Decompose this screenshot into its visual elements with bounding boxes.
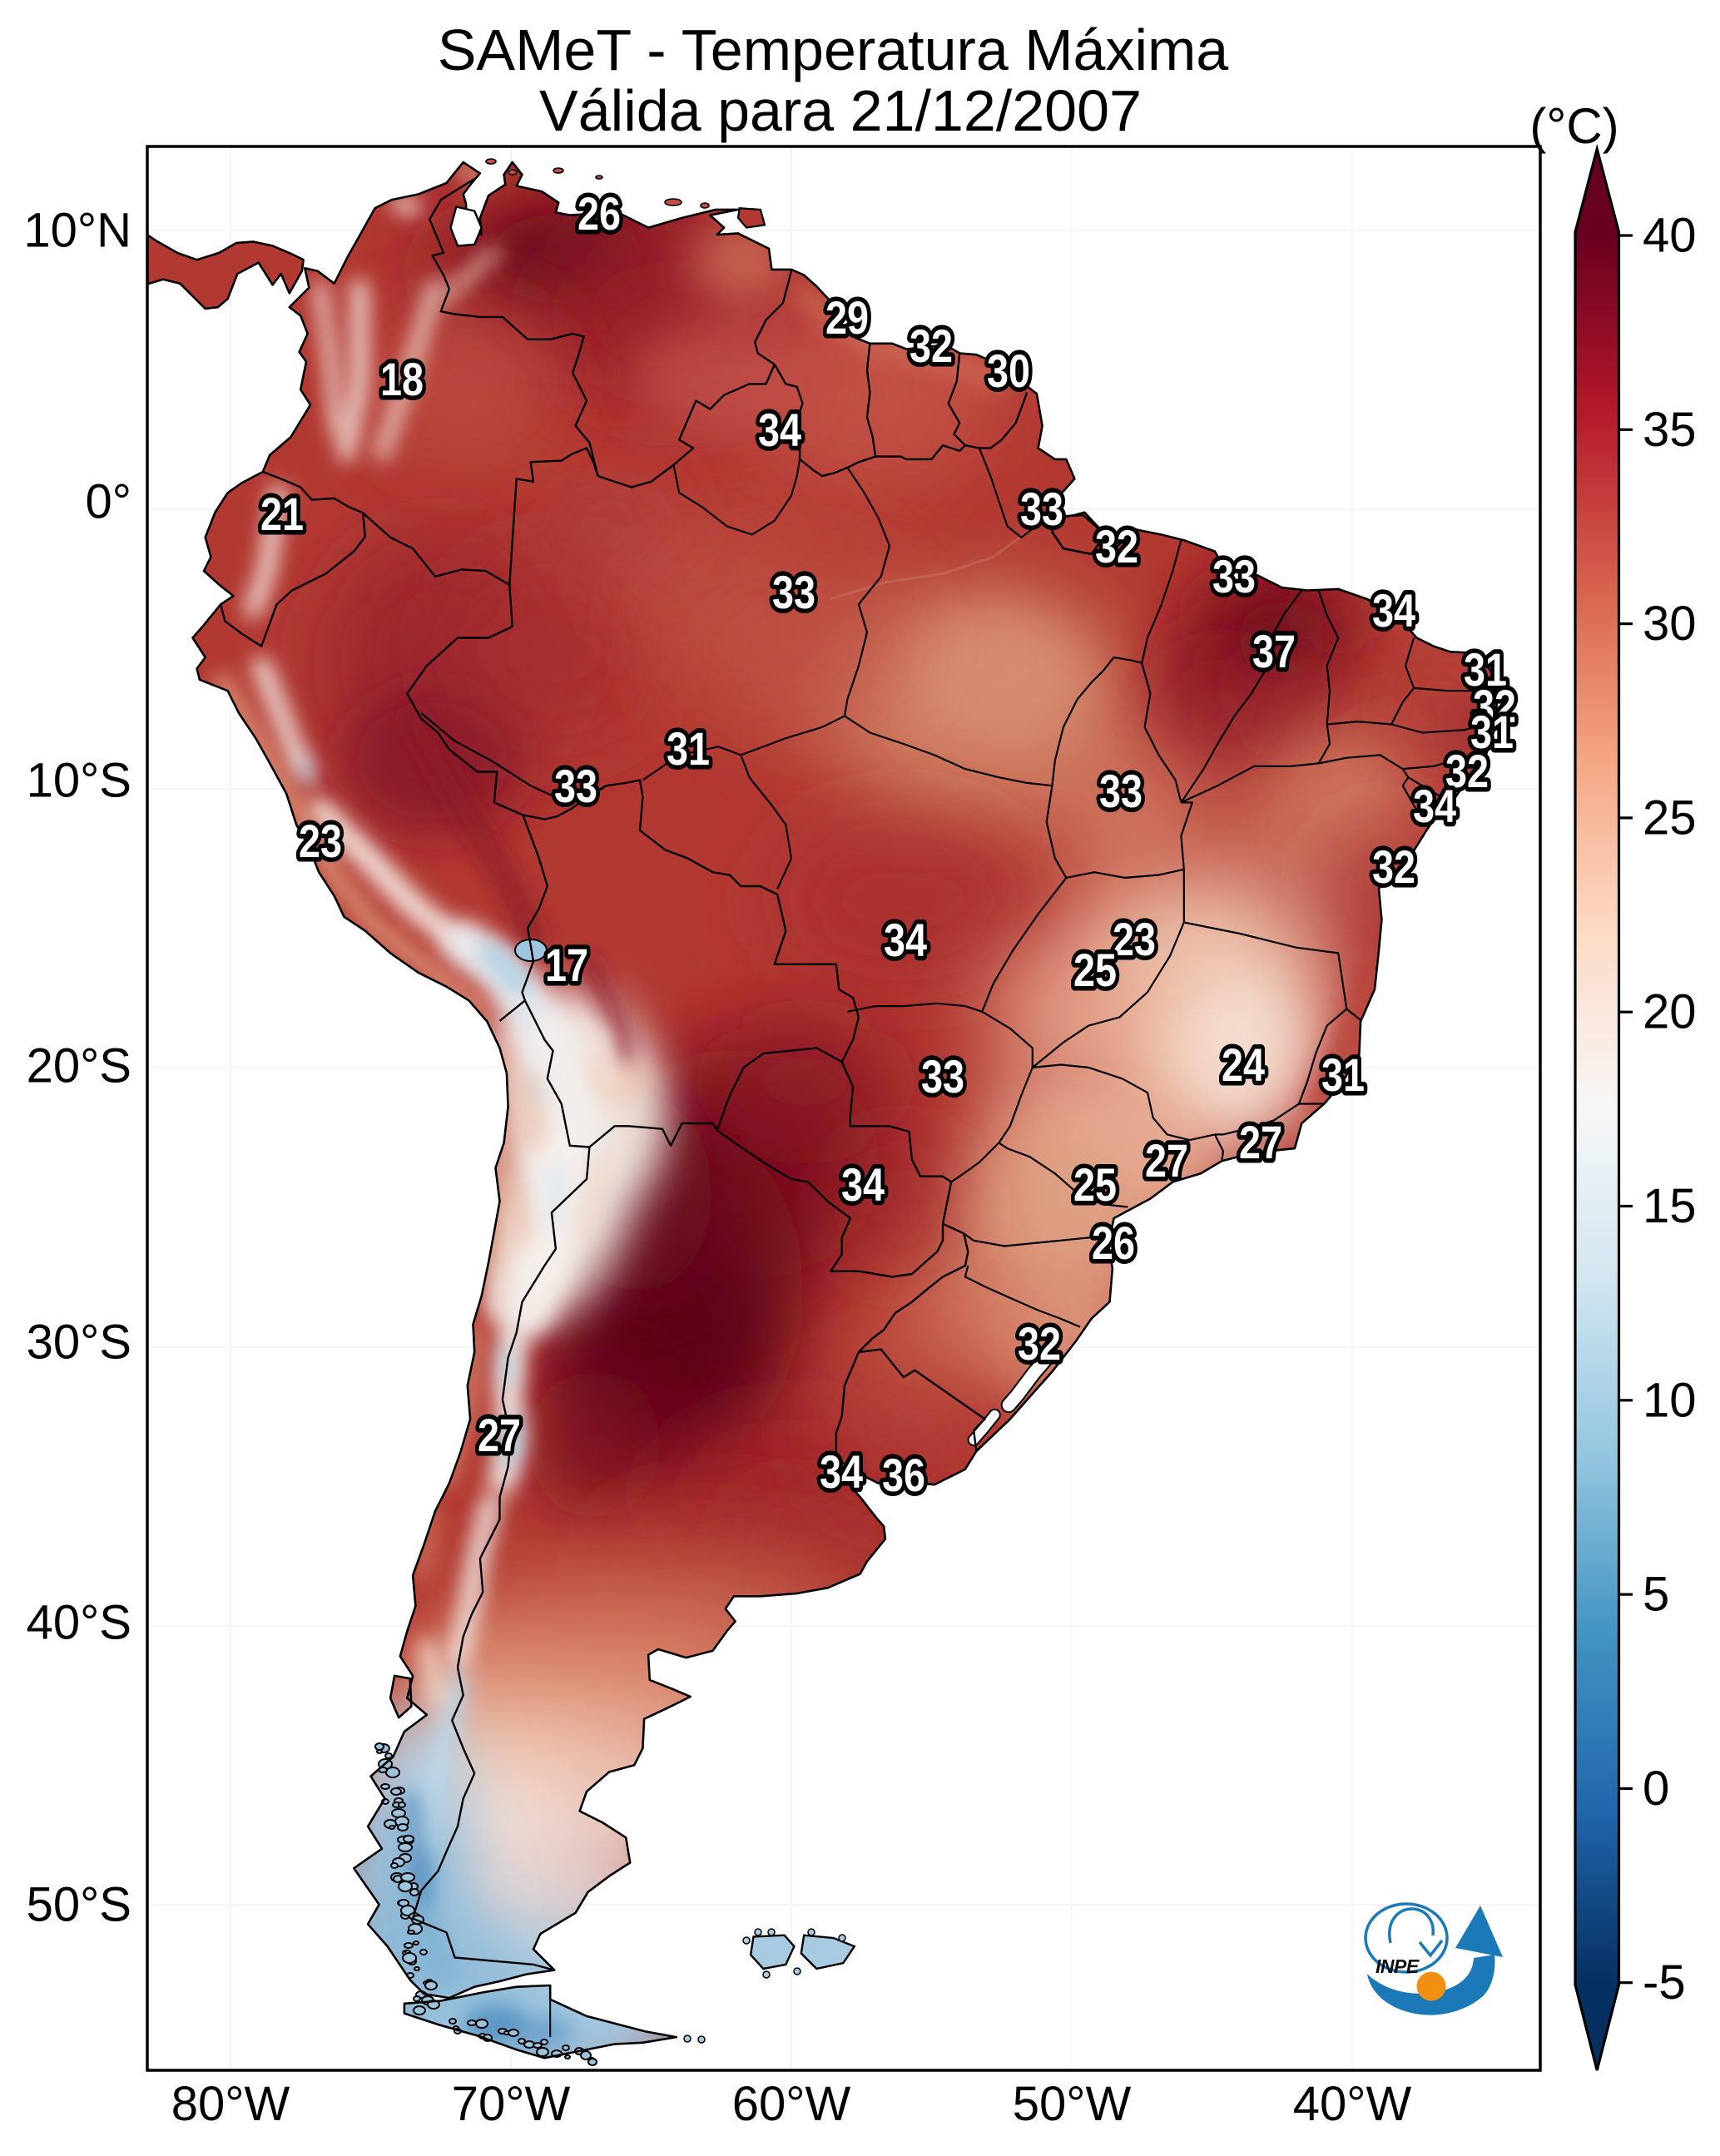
svg-text:34: 34 — [820, 1445, 863, 1498]
svg-text:10°S: 10°S — [27, 754, 131, 808]
svg-text:26: 26 — [577, 187, 621, 240]
svg-text:32: 32 — [1372, 840, 1415, 893]
svg-text:21: 21 — [260, 488, 304, 540]
svg-text:31: 31 — [1470, 706, 1514, 758]
svg-text:10: 10 — [1643, 1373, 1697, 1427]
svg-text:34: 34 — [1372, 584, 1415, 637]
svg-text:SAMeT - Temperatura Máxima: SAMeT - Temperatura Máxima — [438, 17, 1229, 82]
svg-text:33: 33 — [1099, 765, 1143, 817]
svg-text:33: 33 — [921, 1050, 964, 1103]
svg-text:33: 33 — [1212, 550, 1256, 602]
svg-text:27: 27 — [478, 1409, 521, 1461]
svg-text:34: 34 — [1413, 780, 1456, 832]
svg-text:Válida para 21/12/2007: Válida para 21/12/2007 — [539, 78, 1142, 143]
svg-text:34: 34 — [758, 404, 801, 456]
svg-text:(°C): (°C) — [1529, 98, 1618, 154]
svg-text:33: 33 — [772, 566, 815, 618]
svg-text:40: 40 — [1643, 209, 1697, 263]
svg-text:32: 32 — [1445, 745, 1489, 797]
svg-text:31: 31 — [1321, 1048, 1365, 1101]
svg-text:25: 25 — [1073, 1158, 1117, 1211]
svg-text:15: 15 — [1643, 1179, 1697, 1233]
svg-text:36: 36 — [882, 1449, 925, 1501]
svg-text:32: 32 — [1473, 680, 1516, 732]
svg-text:INPE: INPE — [1376, 1955, 1420, 1977]
svg-text:26: 26 — [1092, 1217, 1135, 1269]
svg-text:27: 27 — [1145, 1134, 1188, 1187]
svg-text:31: 31 — [1464, 643, 1507, 696]
svg-text:20: 20 — [1643, 985, 1697, 1039]
svg-text:24: 24 — [1222, 1038, 1265, 1091]
svg-text:23: 23 — [299, 815, 342, 867]
svg-text:0°: 0° — [86, 475, 131, 529]
svg-text:5: 5 — [1643, 1568, 1669, 1622]
svg-text:50°W: 50°W — [1013, 2077, 1132, 2131]
svg-text:30: 30 — [1643, 597, 1697, 651]
svg-text:80°W: 80°W — [171, 2077, 290, 2131]
svg-text:32: 32 — [1095, 520, 1138, 572]
svg-text:25: 25 — [1073, 944, 1117, 996]
svg-text:50°S: 50°S — [27, 1878, 131, 1932]
svg-text:33: 33 — [1020, 483, 1063, 535]
svg-text:34: 34 — [841, 1158, 885, 1211]
svg-text:30: 30 — [987, 344, 1030, 397]
svg-text:31: 31 — [667, 722, 710, 775]
svg-text:33: 33 — [554, 760, 597, 812]
svg-text:0: 0 — [1643, 1762, 1669, 1816]
svg-text:37: 37 — [1252, 625, 1296, 677]
svg-text:25: 25 — [1643, 791, 1697, 845]
svg-text:30°S: 30°S — [27, 1316, 131, 1370]
svg-text:32: 32 — [1018, 1317, 1061, 1370]
svg-text:27: 27 — [1239, 1116, 1282, 1168]
svg-text:23: 23 — [1113, 913, 1156, 965]
svg-text:32: 32 — [910, 320, 953, 372]
svg-text:40°W: 40°W — [1293, 2077, 1412, 2131]
svg-text:34: 34 — [884, 914, 927, 966]
svg-text:60°W: 60°W — [732, 2077, 851, 2131]
svg-text:70°W: 70°W — [452, 2077, 571, 2131]
svg-text:-5: -5 — [1643, 1955, 1686, 2010]
svg-text:29: 29 — [825, 291, 869, 344]
svg-text:10°N: 10°N — [23, 204, 131, 258]
svg-text:18: 18 — [380, 353, 424, 405]
svg-text:35: 35 — [1643, 403, 1697, 457]
svg-text:40°S: 40°S — [27, 1596, 131, 1650]
svg-text:17: 17 — [545, 939, 588, 991]
svg-text:20°S: 20°S — [27, 1039, 131, 1093]
